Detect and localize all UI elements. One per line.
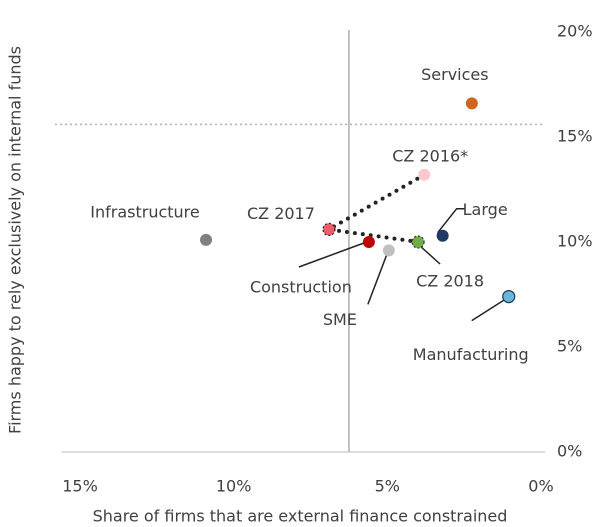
leader-line bbox=[419, 245, 441, 265]
point-label: Construction bbox=[250, 278, 352, 297]
point bbox=[465, 97, 478, 110]
point-label: Infrastructure bbox=[90, 202, 199, 221]
point bbox=[418, 168, 431, 181]
point-label: CZ 2018 bbox=[416, 272, 484, 291]
x-tick-label: 0% bbox=[528, 477, 553, 496]
leader-line bbox=[298, 242, 365, 268]
y-tick-label: 0% bbox=[557, 442, 582, 461]
x-tick-label: 10% bbox=[216, 477, 252, 496]
x-axis-label: Share of firms that are external finance… bbox=[93, 507, 508, 526]
x-tick-label: 15% bbox=[62, 477, 98, 496]
point-label: Manufacturing bbox=[413, 345, 529, 364]
point bbox=[502, 290, 516, 304]
leader-line bbox=[437, 207, 465, 234]
y-tick-label: 15% bbox=[557, 127, 593, 146]
trajectory bbox=[322, 172, 427, 244]
y-tick-label: 5% bbox=[557, 337, 582, 356]
point-label: Large bbox=[463, 200, 508, 219]
point bbox=[200, 233, 213, 246]
x-tick-label: 5% bbox=[375, 477, 400, 496]
point-label: SME bbox=[323, 310, 357, 329]
point-label: Services bbox=[421, 65, 488, 84]
point bbox=[411, 235, 425, 249]
leader-line bbox=[367, 254, 388, 305]
leader-line bbox=[471, 298, 506, 322]
point bbox=[322, 222, 336, 236]
y-tick-label: 10% bbox=[557, 232, 593, 251]
point bbox=[382, 244, 395, 257]
y-axis-label: Firms happy to rely exclusively on inter… bbox=[6, 46, 25, 434]
point-label: CZ 2017 bbox=[247, 204, 315, 223]
y-tick-label: 20% bbox=[557, 22, 593, 41]
point bbox=[436, 229, 449, 242]
point-label: CZ 2016* bbox=[392, 146, 468, 165]
point bbox=[362, 236, 375, 248]
